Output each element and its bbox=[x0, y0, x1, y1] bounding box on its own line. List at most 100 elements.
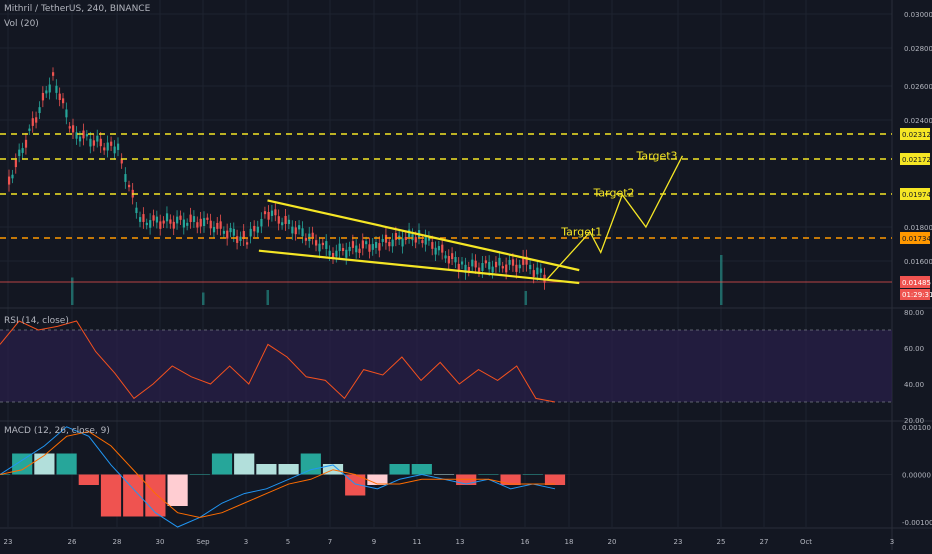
candle-body bbox=[31, 118, 34, 126]
candle-body bbox=[62, 98, 65, 104]
candle-body bbox=[375, 242, 378, 248]
candle-body bbox=[338, 243, 341, 252]
x-axis-tick: 3 bbox=[890, 538, 894, 546]
candle-body bbox=[242, 231, 245, 240]
candle-body bbox=[135, 207, 138, 214]
rsi-axis-tick: 20.00 bbox=[904, 417, 924, 425]
level-price-label: 0.02312 bbox=[902, 131, 931, 139]
candle-body bbox=[401, 238, 404, 247]
macd-histogram-bar bbox=[234, 453, 255, 475]
candle-body bbox=[525, 256, 528, 265]
candle-body bbox=[484, 260, 487, 264]
price-axis-tick: 0.02600 bbox=[904, 83, 932, 91]
candle-body bbox=[361, 240, 364, 249]
macd-axis-tick: 0.00000 bbox=[902, 472, 931, 480]
candle-body bbox=[11, 174, 14, 179]
price-axis-tick: 0.03000 bbox=[904, 11, 932, 19]
candle-body bbox=[128, 184, 131, 188]
candle-body bbox=[18, 149, 21, 157]
candle-body bbox=[106, 142, 109, 151]
candle-body bbox=[139, 217, 142, 222]
candle-body bbox=[236, 236, 239, 243]
macd-histogram-bar bbox=[500, 474, 521, 485]
wedge-upper-line bbox=[267, 199, 580, 272]
candle-body bbox=[424, 236, 427, 245]
rsi-band bbox=[0, 330, 892, 402]
level-price-tag bbox=[900, 276, 930, 288]
macd-histogram-bar bbox=[411, 464, 432, 475]
candle-body bbox=[301, 228, 304, 237]
candle-body bbox=[85, 134, 89, 137]
candle-body bbox=[451, 253, 454, 260]
candle-body bbox=[491, 266, 494, 273]
macd-histogram-bar bbox=[367, 474, 388, 485]
candle-body bbox=[41, 92, 45, 101]
candle-body bbox=[304, 237, 308, 241]
candle-body bbox=[58, 93, 61, 101]
target-label-3: Target3 bbox=[636, 149, 678, 162]
candle-body bbox=[24, 139, 28, 148]
price-axis-tick: 0.01800 bbox=[904, 224, 932, 232]
candle-body bbox=[321, 242, 325, 246]
candle-body bbox=[477, 267, 481, 272]
candle-body bbox=[284, 215, 287, 224]
candle-body bbox=[48, 84, 51, 93]
candle-body bbox=[55, 85, 58, 93]
candle-body bbox=[335, 250, 338, 257]
macd-histogram-bar bbox=[34, 453, 55, 475]
candle-body bbox=[515, 264, 518, 272]
candle-body bbox=[368, 244, 371, 252]
countdown-label: 01:29:31 bbox=[902, 291, 932, 299]
candle-body bbox=[78, 136, 82, 142]
candle-body bbox=[14, 159, 17, 168]
x-axis-tick: 28 bbox=[113, 538, 122, 546]
candle-body bbox=[532, 270, 535, 277]
candle-body bbox=[381, 238, 384, 242]
candle-body bbox=[378, 243, 381, 251]
candle-body bbox=[488, 261, 491, 270]
candle-body bbox=[72, 125, 75, 133]
macd-histogram-bar bbox=[300, 453, 321, 475]
candle-body bbox=[260, 218, 263, 227]
candle-body bbox=[494, 261, 498, 268]
candle-body bbox=[28, 128, 31, 131]
candle-body bbox=[52, 72, 55, 76]
candle-body bbox=[315, 240, 318, 246]
candle-body bbox=[209, 220, 212, 229]
macd-histogram-bar bbox=[522, 474, 543, 475]
candle-body bbox=[246, 242, 249, 245]
candle-body bbox=[162, 220, 165, 224]
countdown-tag bbox=[900, 289, 930, 300]
target-label-1: Target1 bbox=[560, 225, 602, 238]
candle-body bbox=[441, 244, 444, 253]
candle-body bbox=[229, 227, 232, 233]
candle-body bbox=[351, 241, 355, 248]
macd-histogram-bar bbox=[256, 464, 277, 475]
candle-body bbox=[189, 214, 192, 223]
candle-body bbox=[96, 135, 99, 142]
x-axis-tick: 25 bbox=[717, 538, 726, 546]
macd-histogram-bar bbox=[544, 474, 566, 485]
candle-body bbox=[216, 222, 219, 229]
price-axis-tick: 0.01600 bbox=[904, 258, 932, 266]
candle-body bbox=[384, 234, 388, 243]
candle-body bbox=[358, 248, 361, 253]
target-label-2: Target2 bbox=[593, 187, 635, 200]
candle-body bbox=[267, 211, 270, 220]
price-axis-tick: 0.02800 bbox=[904, 45, 932, 53]
candle-body bbox=[464, 264, 467, 273]
candle-body bbox=[120, 158, 123, 164]
candle-body bbox=[365, 241, 368, 245]
candle-body bbox=[294, 227, 297, 235]
macd-histogram-bar bbox=[100, 474, 122, 517]
candle-body bbox=[311, 232, 314, 239]
candle-body bbox=[159, 221, 162, 229]
candle-body bbox=[199, 218, 202, 227]
candle-body bbox=[274, 209, 277, 216]
x-axis-tick: 30 bbox=[156, 538, 165, 546]
x-axis-tick: 9 bbox=[372, 538, 376, 546]
candle-body bbox=[226, 230, 229, 239]
